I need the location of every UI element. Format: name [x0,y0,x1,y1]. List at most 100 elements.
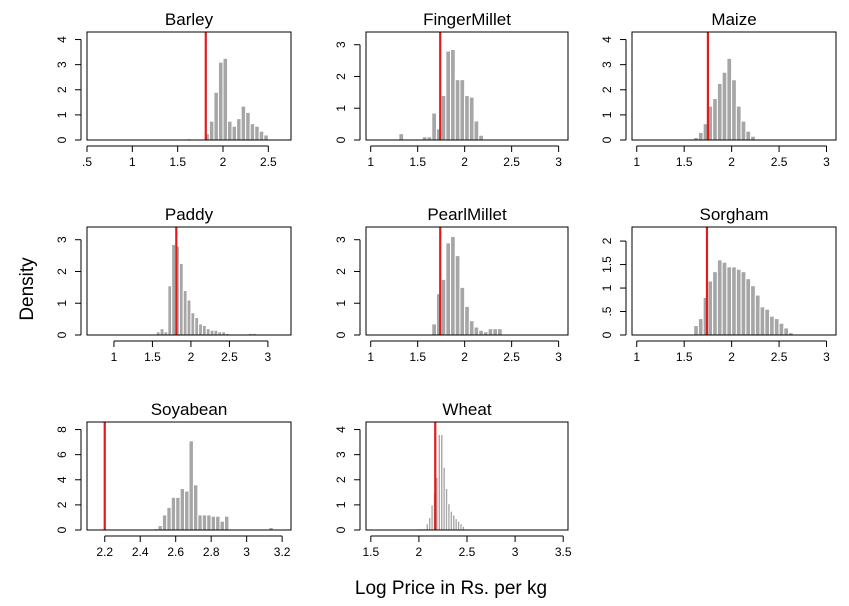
histogram-bar [459,286,466,336]
panel-sorgham: Sorgham 1 1.5 2 2.5 3 0 .5 1 1.5 2 [600,205,837,364]
x-tick-label: 3 [243,545,250,559]
histogram-bar [464,95,470,141]
histogram-bar [184,490,190,531]
histogram-bar [198,323,203,336]
x-tick-label: 2 [416,545,423,559]
y-tick-label: 3 [55,61,69,68]
histogram-bar [445,242,452,336]
y-tick-label: 1 [600,111,614,118]
y-tick-label: 8 [55,426,69,433]
y-tick-label: 1 [55,300,69,307]
y-tick-label: 3 [334,451,348,458]
histogram-bar [454,79,461,141]
figure-xlabel: Log Price in Rs. per kg [355,578,547,599]
histogram-bar [398,133,405,141]
x-tick-label: 2 [188,350,195,364]
y-tick-label: 4 [600,36,614,43]
histogram-bar [213,91,219,141]
histogram-bar [201,324,207,336]
histogram-bar [454,255,461,336]
panel-wheat: Wheat 1.5 2 2.5 3 3.5 0 1 2 3 4 [334,400,572,559]
histogram-bar [735,105,742,141]
histogram-bar [215,515,221,531]
histogram-bar [161,514,168,531]
histogram-bar [431,323,437,336]
histogram-bar [194,317,200,336]
histogram-bar [473,120,480,141]
histogram-bar [157,525,163,531]
y-tick-label: 0 [600,331,614,338]
x-tick-label: 2.5 [503,155,520,169]
histogram-bar [693,325,699,336]
plot-frame [86,421,292,531]
histogram-bar [731,266,737,336]
x-tick-label: 2 [461,155,468,169]
x-tick-label: 1.5 [409,350,426,364]
x-tick-label: 1.5 [409,155,426,169]
histogram-bar [249,123,256,141]
x-tick-label: 1 [367,350,374,364]
histogram-bar [240,105,247,141]
y-tick-label: 2 [600,237,614,244]
histogram-bar [431,112,437,141]
panel-paddy: Paddy 1 1.5 2 2.5 3 0 1 2 3 [55,205,292,364]
histogram-bar [745,130,752,141]
histogram-bar [175,496,181,531]
y-tick-label: 0 [55,331,69,338]
histogram-bar [468,96,475,141]
x-tick-label: 2.5 [771,350,788,364]
x-tick-label: 2 [728,350,735,364]
x-tick-label: 2.5 [503,350,520,364]
histogram-bar [726,266,733,336]
x-tick-label: 2.5 [771,155,788,169]
y-tick-label: 3 [600,61,614,68]
histogram-bar [697,131,704,141]
histogram-bar [166,506,172,531]
histogram-bar [217,61,224,141]
histogram-bar [208,120,215,141]
x-tick-label: 2.5 [459,545,476,559]
figure-ylabel: Density [17,257,38,321]
histogram-bar [487,328,494,336]
x-tick-label: 1 [633,350,640,364]
x-tick-label: 2.2 [96,545,113,559]
x-tick-label: 3 [555,155,562,169]
y-tick-label: 1 [55,111,69,118]
y-tick-label: 1 [334,501,348,508]
y-tick-label: 1 [600,284,614,291]
histogram-bar [440,95,447,141]
histogram-bar [222,57,229,141]
x-tick-label: 1.5 [362,545,379,559]
panel-title: PearlMillet [427,205,507,224]
histogram-bar [735,268,742,336]
x-tick-label: 1 [129,155,136,169]
histogram-bar [258,130,265,141]
x-tick-label: 2 [728,155,735,169]
y-tick-label: 0 [334,331,348,338]
histogram-bar [740,120,747,141]
histogram-bar [223,515,230,531]
x-tick-label: 1.5 [676,155,693,169]
histogram-bar [726,57,733,141]
histogram-bar [459,79,466,141]
histogram-bar [159,328,165,336]
plot-frame [86,31,292,141]
panel-title: Barley [165,10,214,29]
histogram-bar [227,120,233,141]
plot-frame [365,226,569,336]
y-tick-label: 1 [334,105,348,112]
plot-frame [86,226,292,336]
histogram-bar [750,285,756,336]
histogram-bar [209,329,215,336]
panel-barley: Barley .5 1 1.5 2 2.5 0 1 2 3 4 [55,10,292,169]
histogram-bar [783,327,790,336]
histogram-bar [497,328,503,336]
histogram-bar [445,50,452,141]
histogram-bar [178,263,184,336]
x-tick-label: 2 [461,350,468,364]
y-tick-label: 4 [55,36,69,43]
histogram-bar [716,82,723,141]
y-tick-label: 0 [334,136,348,143]
histogram-bar [213,329,219,336]
